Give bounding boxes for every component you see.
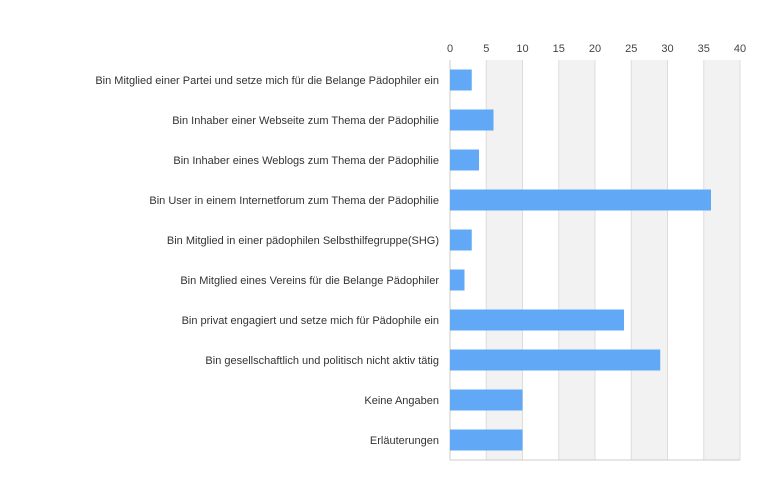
bar <box>450 389 523 411</box>
category-label: Bin User in einem Internetforum zum Them… <box>149 195 439 207</box>
x-tick-label: 20 <box>589 43 601 55</box>
bars <box>450 69 711 451</box>
bar <box>450 349 661 371</box>
category-label: Bin Inhaber einer Webseite zum Thema der… <box>172 115 439 127</box>
x-tick-labels: 0 5 10 15 20 25 30 35 40 <box>447 43 746 55</box>
category-label: Bin Mitglied einer Partei und setze mich… <box>95 75 439 87</box>
category-label: Bin gesellschaftlich und politisch nicht… <box>205 355 439 367</box>
band <box>558 60 595 460</box>
category-label: Bin Mitglied in einer pädophilen Selbsth… <box>167 235 439 247</box>
x-tick-label: 10 <box>516 43 528 55</box>
category-label: Bin privat engagiert und setze mich für … <box>182 315 439 327</box>
category-label: Keine Angaben <box>364 395 439 407</box>
category-label: Bin Inhaber eines Weblogs zum Thema der … <box>173 155 439 167</box>
band <box>631 60 668 460</box>
x-tick-label: 0 <box>447 43 453 55</box>
x-tick-label: 35 <box>698 43 710 55</box>
bar <box>450 149 479 171</box>
category-label: Erläuterungen <box>370 435 439 447</box>
bar <box>450 109 494 131</box>
category-labels: Bin Mitglied einer Partei und setze mich… <box>95 75 439 447</box>
bar <box>450 429 523 451</box>
bar <box>450 269 465 291</box>
bar <box>450 189 711 211</box>
alternating-bands <box>486 60 740 460</box>
category-label: Bin Mitglied eines Vereins für die Belan… <box>180 275 439 287</box>
x-tick-label: 15 <box>553 43 565 55</box>
x-tick-label: 30 <box>661 43 673 55</box>
bar <box>450 69 472 91</box>
band <box>703 60 740 460</box>
x-tick-label: 5 <box>483 43 489 55</box>
x-tick-label: 40 <box>734 43 746 55</box>
bar <box>450 309 624 331</box>
x-tick-label: 25 <box>625 43 637 55</box>
bar <box>450 229 472 251</box>
